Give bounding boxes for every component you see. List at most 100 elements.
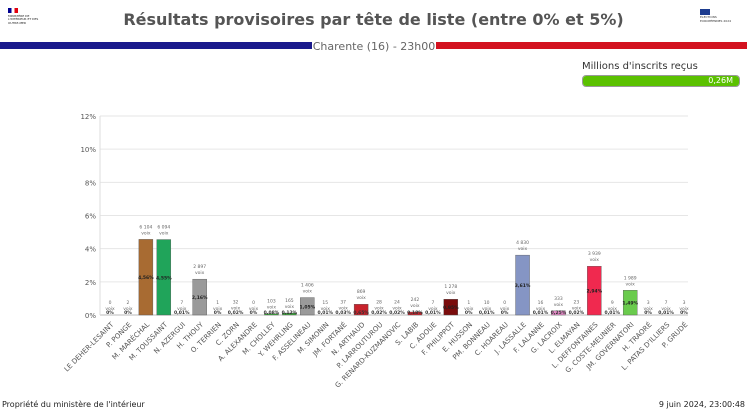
vote-count: 0 (503, 300, 506, 306)
vote-count: 23 (574, 300, 580, 306)
vote-count: 32 (233, 300, 239, 306)
vote-unit: voix (464, 306, 474, 312)
vote-unit: voix (446, 290, 456, 296)
vote-unit: voix (410, 303, 420, 309)
data-label: 0,65% (353, 310, 369, 316)
data-label: 0,95% (443, 305, 459, 311)
vote-count: 6 094 (157, 225, 170, 231)
inscrits-progress: 0,26M (582, 75, 740, 87)
footer-timestamp: 9 juin 2024, 23:00:48 (658, 400, 745, 409)
y-tick-label: 12% (80, 113, 96, 121)
data-label: 0,25% (551, 310, 567, 316)
vote-count: 1 (467, 300, 470, 306)
vote-count: 10 (484, 300, 490, 306)
data-label: 0% (680, 310, 688, 316)
vote-unit: voix (356, 295, 366, 301)
footer-owner: Propriété du ministère de l'intérieur (2, 400, 145, 409)
bar (264, 313, 279, 316)
data-label: 0,18% (407, 310, 423, 316)
vote-count: 16 (538, 300, 544, 306)
data-label: 1,05% (300, 304, 316, 310)
data-label: 0% (250, 310, 258, 316)
vote-unit: voix (392, 306, 402, 312)
vote-unit: voix (554, 302, 564, 308)
vote-count: 4 830 (516, 240, 529, 246)
data-label: 0% (501, 310, 509, 316)
vote-unit: voix (267, 305, 277, 311)
data-label: 0,02% (389, 310, 405, 316)
data-label: 0% (644, 310, 652, 316)
elections-logo-text: ÉLECTIONS EUROPÉENNES 2024 (700, 15, 732, 23)
data-label: 0% (106, 310, 114, 316)
vote-unit: voix (590, 257, 600, 263)
vote-count: 0 (109, 300, 112, 306)
data-label: 0,08% (264, 310, 280, 316)
vote-unit: voix (608, 306, 618, 312)
vote-count: 3 939 (588, 251, 601, 257)
vote-count: 28 (376, 300, 382, 306)
vote-unit: voix (123, 306, 133, 312)
data-label: 4,55% (156, 275, 172, 281)
vote-unit: voix (141, 230, 151, 236)
vote-unit: voix (303, 289, 313, 295)
elections-logo-mark (700, 9, 710, 15)
data-label: 0,01% (174, 310, 190, 316)
vote-count: 24 (394, 300, 400, 306)
data-label: 0,01% (533, 310, 549, 316)
vote-count: 869 (357, 289, 366, 295)
vote-unit: voix (177, 306, 187, 312)
data-label: 0% (465, 310, 473, 316)
band-blue (0, 42, 312, 49)
y-tick-label: 2% (85, 279, 96, 287)
vote-unit: voix (500, 306, 510, 312)
bar (587, 266, 602, 316)
vote-unit: voix (518, 246, 528, 252)
vote-unit: voix (643, 306, 653, 312)
data-label: 0,12% (282, 310, 298, 316)
data-label: 2,94% (587, 289, 603, 295)
data-label: 0,02% (569, 310, 585, 316)
vote-count: 242 (411, 297, 420, 303)
data-label: 0,01% (658, 310, 674, 316)
y-tick-label: 0% (85, 312, 96, 320)
data-label: 0,01% (425, 310, 441, 316)
elections-logo: ÉLECTIONS EUROPÉENNES 2024 (700, 8, 740, 23)
data-label: 2,16% (192, 295, 208, 301)
y-tick-label: 6% (85, 213, 96, 221)
vote-count: 7 (180, 300, 183, 306)
vote-count: 0 (252, 300, 255, 306)
vote-unit: voix (339, 306, 349, 312)
bar (353, 304, 369, 316)
band-red (436, 42, 747, 49)
bar (138, 239, 154, 316)
vote-count: 6 104 (139, 224, 152, 230)
y-tick-label: 10% (80, 146, 96, 154)
vote-unit: voix (213, 306, 223, 312)
y-tick-label: 4% (85, 246, 96, 254)
vote-count: 1 989 (624, 275, 637, 281)
y-tick-label: 8% (85, 179, 96, 187)
vote-unit: voix (321, 306, 331, 312)
data-label: 4,56% (138, 275, 154, 281)
data-label: 0% (124, 310, 132, 316)
flag-icon (8, 8, 18, 13)
inscrits-progress-fill (583, 76, 739, 86)
ministry-logo-text: MINISTÈRE DE L'INTÉRIEUR ET DES OUTRE-ME… (8, 14, 39, 25)
vote-unit: voix (626, 281, 636, 287)
vote-count: 165 (285, 298, 294, 304)
vote-unit: voix (572, 306, 582, 312)
vote-count: 37 (340, 300, 346, 306)
bar (282, 312, 297, 316)
vote-count: 103 (267, 299, 276, 305)
bar (192, 278, 207, 316)
bar (443, 299, 459, 316)
vote-unit: voix (374, 306, 384, 312)
vote-unit: voix (679, 306, 689, 312)
vote-count: 333 (554, 296, 563, 302)
vote-count: 3 (647, 300, 650, 306)
vote-count: 9 (611, 300, 614, 306)
vote-count: 15 (322, 300, 328, 306)
vote-unit: voix (285, 304, 295, 310)
data-label: 1,49% (622, 301, 638, 307)
